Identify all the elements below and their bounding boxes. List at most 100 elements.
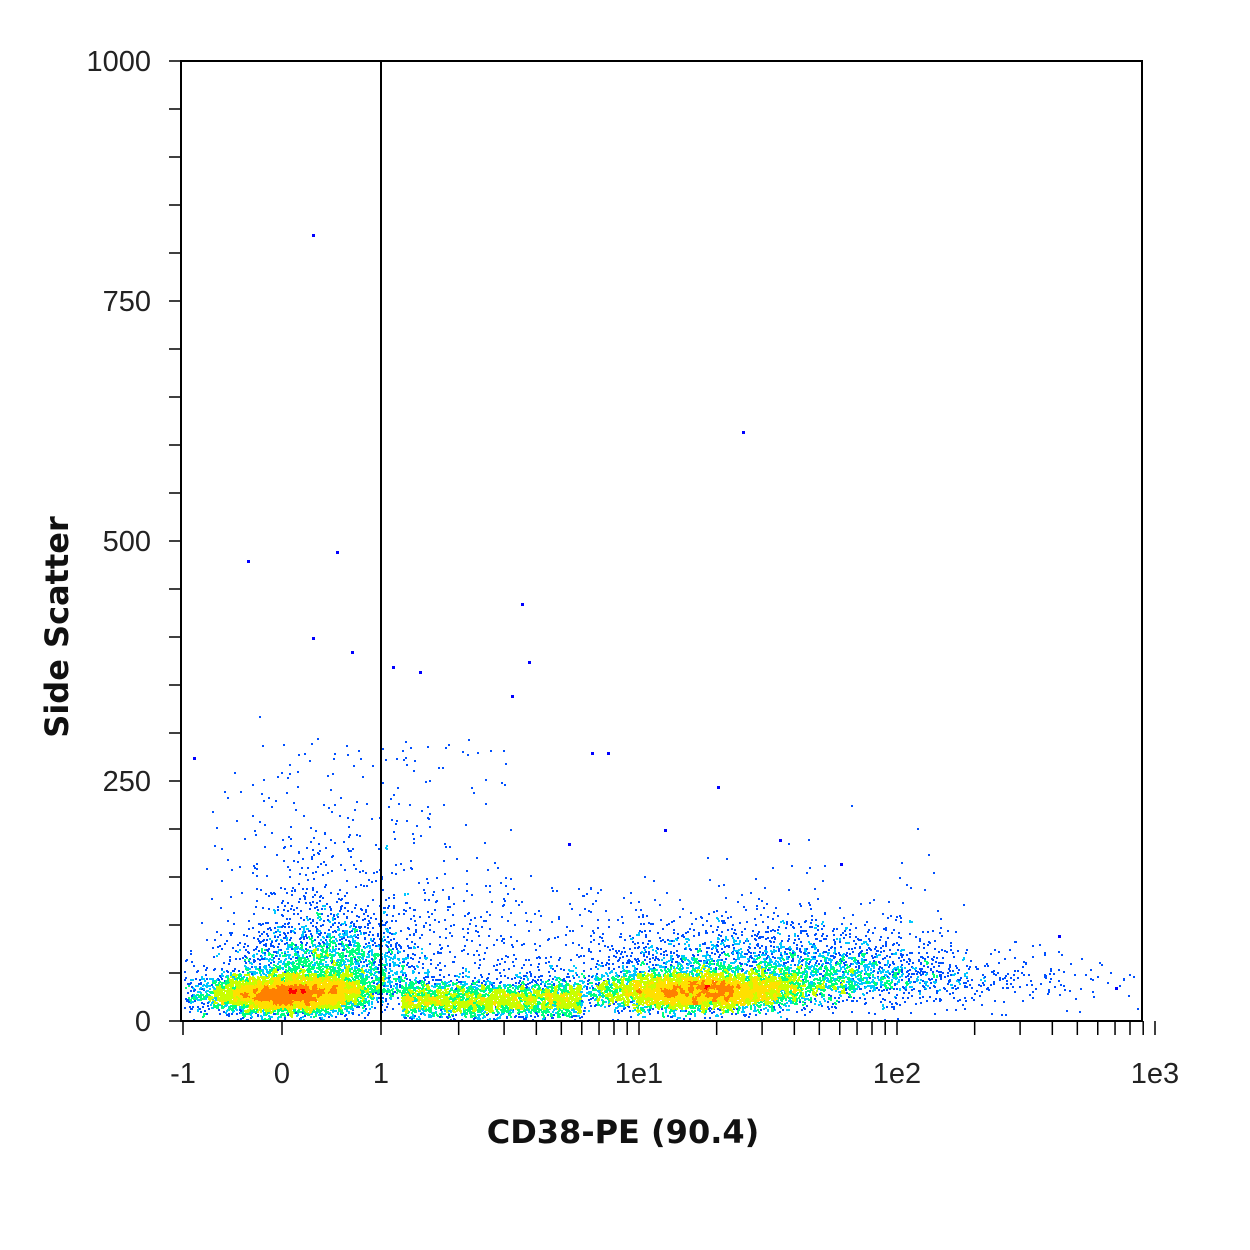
event-dot [300,1018,302,1020]
event-dot [360,1004,362,1006]
event-dot [212,980,214,982]
event-dot [271,1005,273,1007]
event-dot [273,961,275,963]
event-dot [191,986,193,988]
event-dot [325,1013,327,1015]
event-dot [194,1000,196,1002]
event-dot [364,1017,366,1019]
event-dot [200,983,202,985]
event-dot [207,990,209,992]
event-dot [364,1002,366,1004]
event-dot [348,1012,350,1014]
event-dot [255,1011,257,1013]
event-dot [197,1010,199,1012]
event-dot [351,1006,353,1008]
event-dot [274,1013,276,1015]
event-dot [201,976,203,978]
event-dot [204,980,206,982]
event-dot [262,1010,264,1012]
event-dot [366,1001,368,1003]
event-dot [218,1009,220,1011]
event-dot [277,1018,279,1020]
event-dot [304,1015,306,1017]
event-dot [227,992,229,994]
event-dot [347,1006,349,1008]
event-dot [386,993,388,995]
event-dot [392,991,394,993]
event-dot [375,990,377,992]
event-dot [396,992,398,994]
event-dot [211,984,213,986]
event-dot [244,1013,246,1015]
event-dot [302,1016,304,1018]
event-dot [244,1015,246,1017]
event-dot [318,1009,320,1011]
event-dot [231,1013,233,1015]
event-dot [327,1011,329,1013]
event-dot [212,1001,214,1003]
event-dot [236,1013,238,1015]
event-dot [321,1017,323,1019]
event-dot [391,981,393,983]
event-dot [222,995,224,997]
event-dot [311,1013,313,1015]
event-dot [297,1003,299,1005]
event-dot [357,999,359,1001]
event-dot [198,995,200,997]
event-dot [350,1001,352,1003]
event-dot [190,999,192,1001]
event-dot [202,994,204,996]
event-dot [296,1015,298,1017]
event-dot [343,997,345,999]
event-dot [358,1001,360,1003]
event-dot [271,1016,273,1018]
event-dot [364,1005,366,1007]
event-dot [240,1012,242,1014]
event-dot [212,992,214,994]
event-dot [331,1015,333,1017]
event-dot [240,1010,242,1012]
event-dot [265,1014,267,1016]
event-dot [361,1012,363,1014]
event-dot [225,1012,227,1014]
event-dot [206,1013,208,1015]
event-dot [358,1003,360,1005]
event-dot [200,1011,202,1013]
event-dot [389,968,391,970]
event-dot [216,986,218,988]
event-dot [189,1011,191,1013]
event-dot [269,966,271,968]
event-dot [362,1004,364,1006]
event-dot [184,979,186,981]
event-dot [375,992,377,994]
event-dot [376,999,378,1001]
event-dot [204,1010,206,1012]
event-dot [229,991,231,993]
event-dot [185,998,187,1000]
event-dot [358,1006,360,1008]
event-dot [198,983,200,985]
event-dot [324,1015,326,1017]
event-dot [242,1017,244,1019]
event-dot [290,958,292,960]
event-dot [190,990,192,992]
event-dot [221,1001,223,1003]
event-dot [195,978,197,980]
event-dot [336,997,338,999]
event-dot [189,1006,191,1008]
event-dot [298,1011,300,1013]
event-dot [346,1018,348,1020]
event-dot [368,1004,370,1006]
event-dot [368,1012,370,1014]
event-dot [235,984,237,986]
event-dot [332,1011,334,1013]
event-dot [385,998,387,1000]
event-dot [281,1013,283,1015]
event-dot [242,1010,244,1012]
event-dot [207,982,209,984]
event-dot [214,997,216,999]
event-dot [200,999,202,1001]
event-dot [370,997,372,999]
event-dot [307,1013,309,1015]
